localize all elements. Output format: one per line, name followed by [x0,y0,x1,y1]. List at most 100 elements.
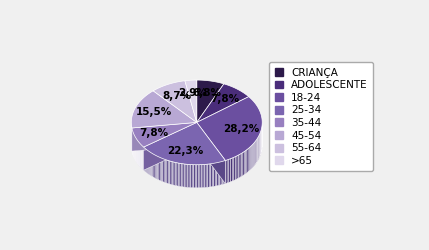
Polygon shape [163,158,164,182]
Polygon shape [166,160,167,183]
Polygon shape [214,163,215,186]
Polygon shape [236,156,237,180]
Polygon shape [237,155,239,179]
Polygon shape [258,136,259,161]
Polygon shape [212,163,214,187]
Polygon shape [152,153,153,177]
Polygon shape [190,164,192,188]
Polygon shape [148,151,150,175]
Polygon shape [159,157,160,181]
Polygon shape [242,152,243,176]
Polygon shape [144,122,225,165]
Polygon shape [251,144,253,169]
Polygon shape [132,122,197,151]
Polygon shape [146,150,148,173]
Polygon shape [260,132,261,156]
Polygon shape [153,154,154,178]
Polygon shape [197,84,249,122]
Polygon shape [259,134,260,158]
Polygon shape [227,159,229,183]
Polygon shape [144,147,145,171]
Polygon shape [175,162,177,186]
Polygon shape [150,152,151,176]
Polygon shape [192,165,194,188]
Polygon shape [180,163,181,187]
Text: 8,7%: 8,7% [162,91,191,101]
Polygon shape [202,164,203,188]
Polygon shape [160,158,161,181]
Polygon shape [240,153,242,177]
Polygon shape [171,161,172,185]
Polygon shape [205,164,206,188]
Polygon shape [225,160,227,184]
Polygon shape [185,80,197,122]
Polygon shape [206,164,208,188]
Polygon shape [249,146,251,171]
Polygon shape [229,159,230,182]
Polygon shape [158,156,159,180]
Polygon shape [215,163,217,186]
Polygon shape [164,159,166,183]
Polygon shape [178,163,180,186]
Polygon shape [197,122,225,184]
Polygon shape [172,162,174,185]
Polygon shape [155,155,157,179]
Polygon shape [257,138,258,162]
Polygon shape [186,164,187,188]
Polygon shape [224,160,225,184]
Polygon shape [218,162,220,186]
Polygon shape [243,152,244,176]
Polygon shape [208,164,209,187]
Polygon shape [161,158,163,182]
Polygon shape [187,164,189,188]
Polygon shape [189,164,190,188]
Polygon shape [246,150,247,174]
Polygon shape [153,81,197,122]
Polygon shape [197,165,198,188]
Polygon shape [256,139,257,163]
Polygon shape [174,162,175,186]
Polygon shape [217,162,218,186]
Polygon shape [144,122,197,170]
Polygon shape [223,161,224,184]
Polygon shape [194,165,195,188]
Polygon shape [144,122,197,170]
Polygon shape [209,164,211,187]
Polygon shape [221,161,223,185]
Polygon shape [132,122,197,147]
Polygon shape [131,91,197,128]
Polygon shape [177,163,178,186]
Polygon shape [230,158,232,182]
Text: 7,8%: 7,8% [211,94,240,104]
Polygon shape [198,165,200,188]
Polygon shape [197,122,225,184]
Legend: CRIANÇA, ADOLESCENTE, 18-24, 25-34, 35-44, 45-54, 55-64, >65: CRIANÇA, ADOLESCENTE, 18-24, 25-34, 35-4… [269,62,373,171]
Polygon shape [170,161,171,184]
Polygon shape [234,156,236,180]
Polygon shape [151,152,152,176]
Polygon shape [220,162,221,185]
Polygon shape [253,143,254,168]
Text: 15,5%: 15,5% [136,107,172,117]
Polygon shape [154,154,155,178]
Text: 2,9%: 2,9% [178,88,207,98]
Polygon shape [132,122,197,151]
Polygon shape [244,150,246,174]
Polygon shape [239,154,240,178]
Polygon shape [145,149,146,172]
Polygon shape [195,165,197,188]
Polygon shape [211,164,212,187]
Polygon shape [232,157,234,181]
Polygon shape [184,164,186,187]
Polygon shape [181,164,183,187]
Text: 28,2%: 28,2% [223,124,260,134]
Polygon shape [197,97,262,160]
Polygon shape [168,160,170,184]
Text: 7,8%: 7,8% [139,128,169,138]
Polygon shape [254,141,256,165]
Polygon shape [167,160,168,184]
Polygon shape [203,164,205,188]
Polygon shape [200,165,202,188]
Polygon shape [197,80,224,122]
Polygon shape [183,164,184,187]
